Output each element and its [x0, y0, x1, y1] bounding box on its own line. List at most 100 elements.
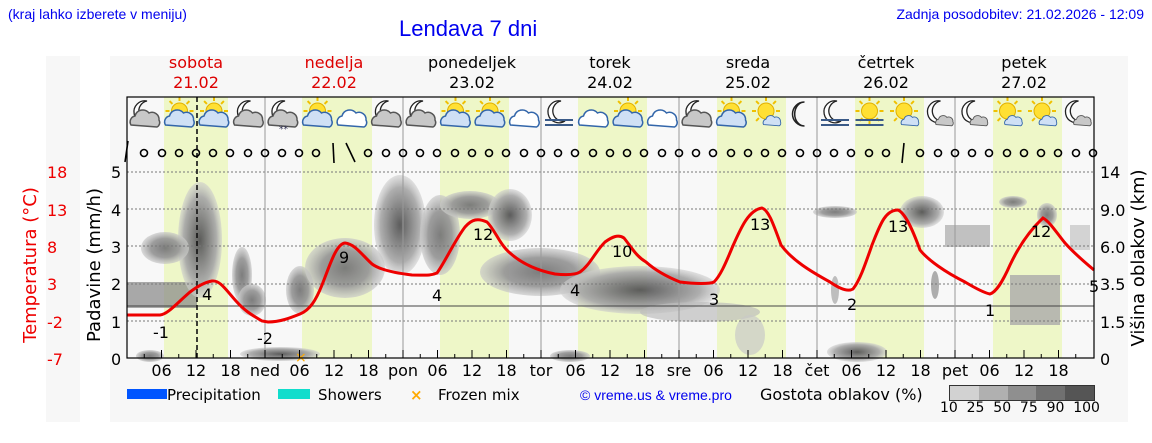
day-label: sreda 25.02: [725, 53, 771, 92]
temperature-annotations: -1 4 -2 9 4 12 4 10 3 13 2 13 1 12 5: [153, 215, 1099, 348]
svg-text:-1: -1: [153, 323, 169, 342]
last-update: Zadnja posodobitev: 21.02.2026 - 12:09: [896, 6, 1144, 22]
sun-small-cloud-icon: [890, 97, 920, 127]
svg-text:13: 13: [888, 217, 908, 236]
precipitation-axis-label: Padavine (mm/h): [84, 188, 105, 342]
day-separators: [264, 97, 956, 358]
x-axis-label: 18: [772, 361, 792, 380]
sun-cloud-icon: [612, 97, 644, 128]
weather-icons: **: [129, 97, 1092, 135]
day-label: torek 24.02: [587, 53, 633, 92]
x-axis-label: 12: [600, 361, 620, 380]
svg-text:10: 10: [612, 242, 632, 261]
x-axis-label: 18: [358, 361, 378, 380]
x-axis-label: 12: [324, 361, 344, 380]
svg-text:-7: -7: [47, 350, 63, 369]
x-axis-label: ned: [250, 361, 280, 380]
cloud-density-scale: [949, 385, 1095, 401]
svg-text:8: 8: [47, 238, 57, 257]
moon-cloud-icon: [681, 100, 713, 128]
svg-text:-2: -2: [47, 313, 63, 332]
x-axis-label: 18: [634, 361, 654, 380]
showers-swatch: [278, 389, 310, 399]
wind-indicators: [124, 140, 1098, 164]
moon-cloud-icon: [232, 100, 264, 128]
moon-small-cloud-icon: [961, 100, 989, 127]
x-axis-label: 06: [703, 361, 723, 380]
day-label: petek 27.02: [1001, 53, 1047, 92]
svg-text:13: 13: [750, 215, 770, 234]
svg-text:13: 13: [47, 201, 67, 220]
x-axis-label: čet: [805, 361, 830, 380]
x-axis-label: 18: [220, 361, 240, 380]
x-axis-label: 06: [427, 361, 447, 380]
frozen-mix-icon: ×: [410, 386, 423, 404]
grid-lines: [127, 171, 1094, 322]
svg-text:1: 1: [111, 313, 121, 332]
svg-text:9: 9: [339, 248, 349, 267]
x-axis-label: 12: [876, 361, 896, 380]
moon-small-cloud-icon: [926, 100, 954, 127]
day-label: ponedeljek 23.02: [428, 53, 516, 92]
svg-text:1.5: 1.5: [1100, 313, 1125, 332]
cloud-white-icon: [646, 109, 678, 128]
svg-text:4: 4: [432, 286, 442, 305]
temperature-axis-ticks: 18 13 8 3 -2 -7: [47, 163, 67, 369]
day-label: sobota 21.02: [168, 53, 224, 92]
copyright-link[interactable]: © vreme.us & vreme.pro: [580, 387, 732, 403]
svg-text:14: 14: [1100, 163, 1120, 182]
temperature-axis-panel: [46, 56, 80, 422]
x-axis-label: 06: [565, 361, 585, 380]
precipitation-legend-label: Precipitation: [167, 386, 261, 404]
cloud-density-ticks: 10 25 50 75 90 100: [940, 400, 1100, 416]
svg-text:1: 1: [985, 301, 995, 320]
cloud-white-icon: [508, 109, 540, 128]
x-axis-label: 12: [738, 361, 758, 380]
svg-text:3.5: 3.5: [1100, 275, 1125, 294]
moon-fog-icon: [545, 100, 573, 126]
x-axis-label: 06: [841, 361, 861, 380]
x-axis-label: 18: [910, 361, 930, 380]
svg-text:3: 3: [47, 275, 57, 294]
sun-cloud-icon: [198, 97, 230, 128]
frozen-mix-legend-label: Frozen mix: [438, 386, 520, 404]
cloud-density-label: Gostota oblakov (%): [760, 385, 923, 404]
moon-cloud-snow-icon: **: [267, 100, 299, 135]
sun-cloud-icon: [715, 97, 747, 128]
showers-legend-label: Showers: [318, 386, 382, 404]
sun-small-cloud-icon: [993, 97, 1023, 127]
x-axis-label: 06: [979, 361, 999, 380]
svg-text:**: **: [279, 125, 289, 135]
cloud-height-axis-label: Višina oblakov (km): [1128, 169, 1149, 346]
x-axis-label: 18: [496, 361, 516, 380]
sun-small-cloud-icon: [752, 97, 782, 127]
sun-cloud-icon: [301, 97, 333, 128]
svg-text:0: 0: [111, 350, 121, 369]
x-axis-label: 18: [1048, 361, 1068, 380]
sun-cloud-icon: [439, 97, 471, 128]
sun-cloud-icon: [163, 97, 195, 128]
cloud-density-layer: [127, 175, 1090, 362]
x-axis-label: pet: [942, 361, 968, 380]
x-axis-label: 12: [1014, 361, 1034, 380]
x-axis-label: 12: [186, 361, 206, 380]
day-label: četrtek 26.02: [857, 53, 915, 92]
moon-cloud-icon: [370, 100, 402, 128]
x-ticks: [143, 350, 1077, 358]
precipitation-axis-ticks: 5 4 3 2 1 0: [111, 163, 121, 369]
svg-text:18: 18: [47, 163, 67, 182]
sun-fog-icon: [855, 97, 884, 126]
x-axis-label: 12: [462, 361, 482, 380]
moon-cloud-icon: [405, 100, 437, 128]
temperature-axis-label: Temperatura (°C): [20, 187, 41, 344]
svg-text:4: 4: [570, 281, 580, 300]
cloud-white-icon: [336, 109, 368, 128]
page-title: Lendava 7 dni: [399, 16, 538, 41]
day-label: nedelja 22.02: [304, 53, 364, 92]
temperature-line: [127, 206, 1095, 324]
svg-text:4: 4: [111, 201, 121, 220]
svg-text:9.0: 9.0: [1100, 201, 1125, 220]
moon-icon: [791, 101, 805, 127]
sun-small-cloud-icon: [1028, 97, 1058, 127]
